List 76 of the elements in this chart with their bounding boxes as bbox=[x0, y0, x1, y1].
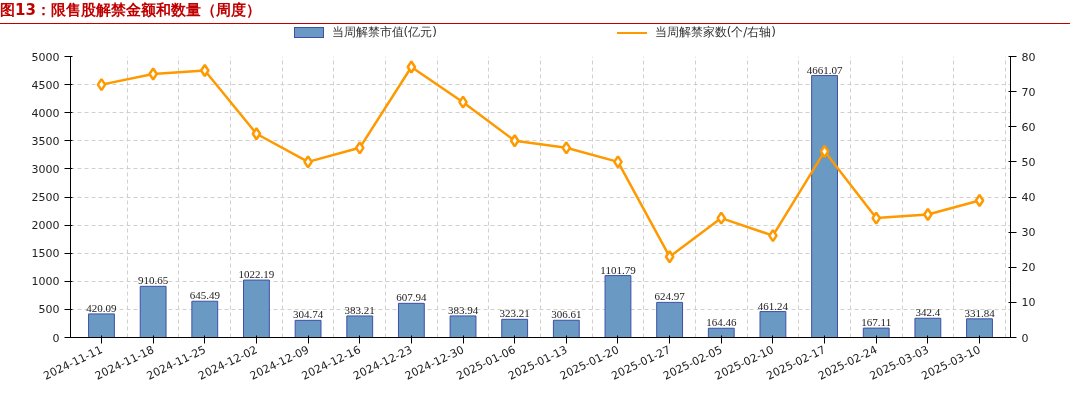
point bbox=[509, 134, 520, 148]
y-tick-label: 3500 bbox=[31, 134, 60, 148]
y-tick-label: 2000 bbox=[31, 219, 60, 233]
y-tick-label: 5000 bbox=[31, 50, 60, 64]
data-label: 624.97 bbox=[654, 290, 686, 303]
point bbox=[303, 155, 313, 169]
y-tick-label: 4500 bbox=[31, 78, 60, 92]
data-label: 1022.19 bbox=[238, 268, 275, 281]
bar bbox=[759, 311, 787, 338]
bar bbox=[914, 317, 942, 338]
y2-tick-label: 70 bbox=[1021, 85, 1036, 99]
data-label: 342.4 bbox=[915, 306, 941, 319]
point bbox=[871, 211, 882, 225]
bar bbox=[707, 327, 735, 338]
point bbox=[664, 249, 675, 264]
data-label: 304.74 bbox=[292, 308, 324, 321]
data-label: 607.94 bbox=[396, 291, 427, 304]
bar bbox=[811, 75, 838, 338]
data-label: 164.46 bbox=[706, 316, 737, 329]
data-label: 645.49 bbox=[189, 289, 221, 302]
data-label: 383.94 bbox=[447, 303, 479, 316]
point bbox=[819, 144, 830, 159]
point bbox=[974, 193, 985, 208]
data-label: 910.65 bbox=[138, 274, 169, 287]
bar bbox=[862, 327, 890, 338]
data-label: 167.11 bbox=[861, 316, 892, 329]
data-label: 1101.79 bbox=[600, 263, 637, 276]
data-label: 461.24 bbox=[757, 299, 789, 312]
bar bbox=[552, 319, 580, 338]
bar bbox=[966, 318, 993, 338]
data-label: 4661.07 bbox=[806, 63, 843, 76]
y2-tick-label: 0 bbox=[1021, 331, 1029, 345]
data-label: 323.21 bbox=[499, 307, 530, 320]
point bbox=[354, 141, 365, 155]
point bbox=[148, 67, 159, 81]
chart-title: 图13：限售股解禁金额和数量（周度） bbox=[0, 0, 261, 21]
y-tick-label: 4000 bbox=[31, 106, 60, 120]
bar bbox=[346, 315, 374, 338]
bar bbox=[397, 302, 425, 338]
point bbox=[199, 63, 210, 78]
y2-tick-label: 60 bbox=[1021, 120, 1036, 134]
y2-tick-label: 80 bbox=[1021, 50, 1036, 64]
point bbox=[613, 155, 623, 169]
data-label: 420.09 bbox=[86, 301, 118, 314]
bar bbox=[139, 285, 167, 338]
bar bbox=[88, 313, 115, 338]
y-tick-label: 1500 bbox=[31, 247, 60, 261]
point bbox=[96, 77, 107, 92]
data-label: 331.84 bbox=[964, 306, 996, 319]
bar bbox=[449, 315, 477, 338]
bar bbox=[243, 279, 270, 338]
point bbox=[561, 141, 572, 155]
y-tick-label: 0 bbox=[52, 331, 60, 345]
y-tick-label: 500 bbox=[38, 303, 60, 317]
legend-label: 当周解禁家数(个/右轴) bbox=[654, 25, 777, 39]
bar bbox=[501, 318, 529, 338]
bar bbox=[604, 275, 632, 338]
y2-tick-label: 40 bbox=[1021, 191, 1036, 204]
y2-tick-label: 50 bbox=[1021, 155, 1036, 169]
bar bbox=[191, 300, 219, 338]
y2-tick-label: 10 bbox=[1021, 296, 1036, 310]
y-tick-label: 2500 bbox=[31, 191, 60, 204]
bar bbox=[656, 301, 684, 338]
y2-tick-label: 20 bbox=[1021, 261, 1036, 275]
y2-tick-label: 30 bbox=[1021, 226, 1036, 240]
point bbox=[458, 95, 468, 109]
point bbox=[406, 60, 417, 74]
bar bbox=[294, 319, 322, 338]
point bbox=[922, 207, 933, 222]
legend-label: 当周解禁市值(亿元) bbox=[331, 25, 437, 39]
data-label: 306.61 bbox=[551, 308, 582, 321]
y-tick-label: 1000 bbox=[31, 275, 60, 289]
y-tick-label: 3000 bbox=[31, 162, 60, 176]
point bbox=[716, 211, 727, 225]
data-label: 383.21 bbox=[344, 303, 375, 316]
point bbox=[251, 127, 262, 141]
